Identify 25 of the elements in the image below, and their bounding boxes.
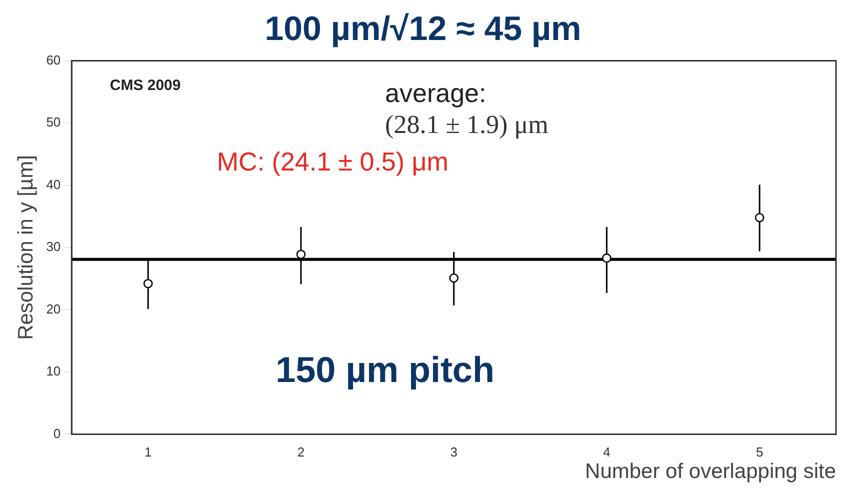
point — [754, 212, 764, 222]
x-tick-label: 3 — [450, 444, 458, 460]
y-tick-label: 10 — [46, 364, 61, 379]
y-tick-label: 30 — [46, 239, 61, 254]
y-tick-label: 50 — [46, 114, 61, 130]
x-tick-label: 4 — [603, 444, 610, 460]
annotation: average: — [385, 78, 486, 108]
annotation: MC: (24.1 ± 0.5) μm — [216, 146, 448, 177]
y-tick-label: 0 — [53, 426, 61, 441]
annotation: 150 µm pitch — [276, 348, 494, 390]
x-tick-label: 2 — [297, 444, 305, 460]
y-axis-title: Resolution in y [µm] — [14, 155, 38, 340]
x-tick-label: 1 — [144, 444, 152, 460]
y-tick-label: 20 — [46, 301, 61, 316]
chart-title: 100 µm/√12 ≈ 45 µm — [264, 10, 582, 48]
y-tick-label: 40 — [46, 176, 61, 192]
point — [449, 273, 458, 283]
x-tick-label: 5 — [756, 444, 764, 460]
point — [143, 278, 153, 288]
y-tick-label: 60 — [46, 52, 61, 68]
annotation: CMS 2009 — [110, 76, 181, 94]
point — [296, 250, 306, 259]
annotation: (28.1 ± 1.9) μm — [385, 110, 548, 139]
point — [602, 253, 612, 263]
x-axis-title: Number of overlapping site — [585, 460, 836, 484]
